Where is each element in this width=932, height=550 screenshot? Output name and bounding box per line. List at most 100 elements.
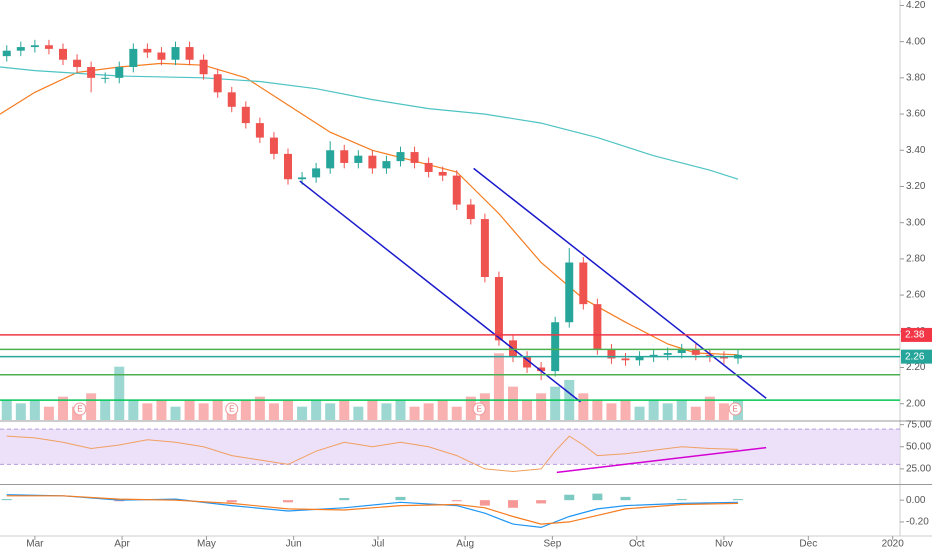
- candle-body: [157, 52, 166, 60]
- earnings-marker: [73, 402, 87, 416]
- rsi-line: [6, 435, 739, 473]
- candle-body: [663, 353, 672, 355]
- earnings-label: E: [229, 405, 234, 414]
- volume-bar: [58, 396, 68, 420]
- candle-body: [73, 59, 82, 67]
- candle-body: [719, 356, 728, 359]
- volume-bar: [114, 366, 125, 420]
- volume-bar: [704, 396, 715, 420]
- y-tick-label: 2.20: [906, 362, 926, 373]
- candle-body: [396, 152, 405, 162]
- macd-histogram-bar: [536, 500, 547, 504]
- price-label: 2.26: [905, 351, 925, 362]
- y-tick-label: 4.00: [906, 36, 926, 47]
- y-tick-label: 3.60: [906, 109, 926, 120]
- y-tick-label: 3.20: [906, 181, 926, 192]
- volume-bar: [634, 406, 645, 420]
- volume-bar: [367, 400, 378, 420]
- y-tick-label: 2.60: [906, 290, 926, 301]
- volume-bar: [718, 403, 729, 420]
- trend-line: [473, 167, 767, 399]
- volume-bar: [550, 386, 561, 420]
- volume-bar: [86, 393, 97, 420]
- y-tick-label: 4.20: [906, 0, 926, 11]
- volume-bar: [522, 400, 533, 420]
- volume-bar: [15, 403, 26, 420]
- candle-body: [691, 349, 700, 355]
- y-tick-label: 2.80: [906, 254, 926, 265]
- candle-body: [466, 204, 475, 220]
- volume-bar: [662, 403, 673, 420]
- candle-body: [593, 304, 602, 350]
- candle-body: [2, 50, 11, 57]
- volume-bar: [43, 406, 54, 420]
- y-tick-label: 50.00: [906, 441, 931, 452]
- candle-body: [705, 354, 714, 357]
- macd-histogram-bar: [226, 500, 237, 503]
- volume-bar: [606, 403, 617, 420]
- macd-histogram-bar: [339, 497, 350, 501]
- candle-body: [298, 177, 307, 180]
- volume-bar: [339, 400, 350, 420]
- macd-histogram-bar: [620, 496, 631, 501]
- candle-body: [16, 47, 25, 51]
- x-tick-label: Apr: [114, 539, 130, 550]
- candle-body: [284, 153, 292, 180]
- macd-histogram-bar: [283, 500, 293, 503]
- moving-average: [0, 66, 739, 180]
- candle-body: [199, 59, 208, 75]
- macd-histogram-bar: [564, 494, 575, 501]
- macd-histogram-bar: [676, 499, 687, 501]
- candle-body: [354, 155, 363, 163]
- candle-body: [340, 150, 349, 163]
- volume-bar: [409, 406, 420, 420]
- candle-body: [368, 155, 377, 169]
- candle-body: [115, 66, 124, 78]
- candle-body: [579, 262, 588, 305]
- x-tick-label: Mar: [26, 539, 44, 550]
- candle-body: [424, 162, 433, 172]
- candle-body: [523, 356, 532, 368]
- candle-body: [171, 47, 180, 60]
- price-label: 2.38: [905, 330, 925, 341]
- candle-body: [143, 48, 152, 53]
- macd-histogram-bar: [508, 500, 518, 508]
- candle-body: [607, 349, 616, 359]
- earnings-marker: [225, 402, 239, 416]
- x-tick-label: Aug: [456, 539, 474, 550]
- candle-body: [480, 219, 489, 277]
- volume-bar: [536, 393, 547, 420]
- volume-bar: [465, 396, 476, 420]
- volume-bar: [578, 393, 589, 420]
- candle-body: [87, 66, 96, 78]
- x-tick-label: Jul: [372, 539, 385, 550]
- trend-line: [299, 180, 581, 403]
- candle-body: [185, 47, 194, 60]
- x-tick-label: Dec: [799, 539, 817, 550]
- x-tick-label: 2020: [882, 539, 905, 550]
- volume-bar: [690, 406, 701, 420]
- volume-bar: [325, 403, 336, 420]
- y-tick-label: 3.00: [906, 217, 926, 228]
- volume-bar: [100, 400, 111, 420]
- x-tick-label: Sep: [543, 539, 561, 550]
- volume-bar: [311, 400, 322, 420]
- earnings-marker: [728, 402, 742, 416]
- volume-bar: [508, 386, 518, 420]
- earnings-label: E: [77, 405, 82, 414]
- x-tick-label: May: [197, 539, 216, 550]
- candle-body: [59, 48, 67, 60]
- candle-body: [382, 161, 391, 169]
- volume-bar: [212, 400, 223, 420]
- macd-histogram-bar: [733, 499, 743, 501]
- volume-bar: [676, 400, 687, 420]
- macd-histogram-bar: [395, 496, 406, 501]
- earnings-label: E: [477, 405, 482, 414]
- y-tick-label: 0.00: [906, 495, 926, 506]
- candle-body: [551, 322, 560, 372]
- candle-body: [213, 74, 222, 93]
- volume-bar: [297, 406, 308, 420]
- macd-line: [6, 495, 739, 525]
- candle-body: [621, 358, 630, 361]
- candle-body: [44, 45, 53, 49]
